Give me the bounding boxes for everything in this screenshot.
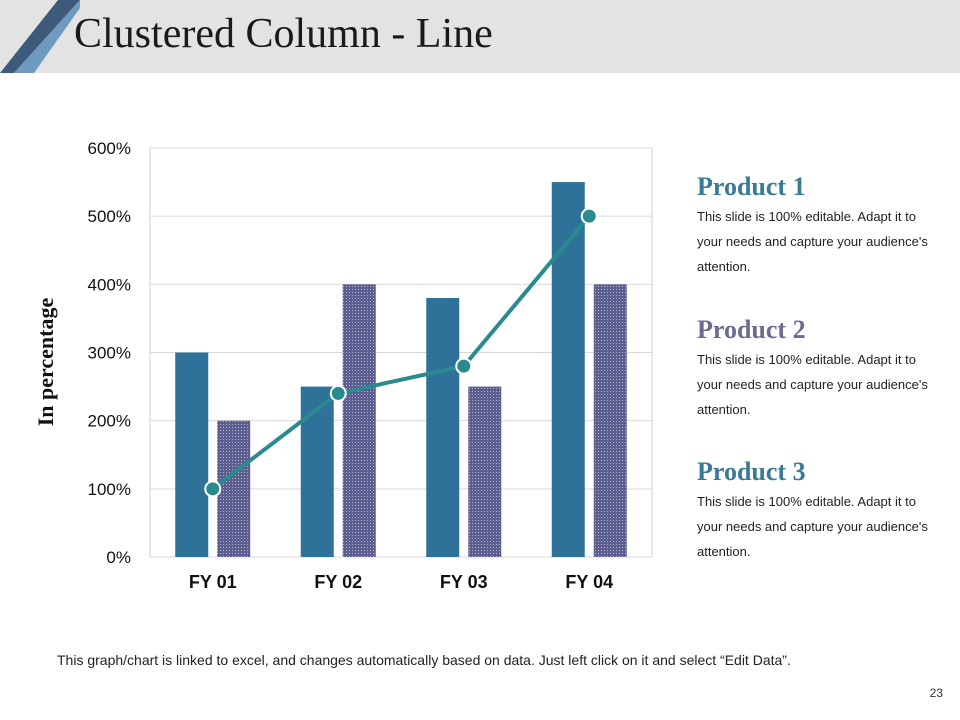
y-tick-label: 300% xyxy=(88,344,131,363)
y-tick-label: 500% xyxy=(88,207,131,226)
x-tick-label: FY 04 xyxy=(565,572,613,592)
product-1-block: Product 1 This slide is 100% editable. A… xyxy=(697,172,947,279)
product-2-heading: Product 2 xyxy=(697,315,806,344)
product-1-description: This slide is 100% editable. Adapt it to… xyxy=(697,209,928,274)
bar-series-2 xyxy=(593,284,627,557)
page-title: Clustered Column - Line xyxy=(74,11,493,57)
y-tick-label: 100% xyxy=(88,480,131,499)
title-accent-shape xyxy=(0,0,80,73)
product-3-description: This slide is 100% editable. Adapt it to… xyxy=(697,494,928,559)
y-axis-title: In percentage xyxy=(33,297,58,427)
bar-series-2 xyxy=(468,386,502,557)
bar-series-2 xyxy=(217,420,251,557)
product-3-heading: Product 3 xyxy=(697,457,806,486)
product-2-description: This slide is 100% editable. Adapt it to… xyxy=(697,352,928,417)
product-1-heading: Product 1 xyxy=(697,172,806,201)
bar-series-1 xyxy=(551,182,585,558)
line-point-series-3 xyxy=(329,384,347,402)
y-tick-label: 0% xyxy=(106,548,131,567)
x-tick-label: FY 03 xyxy=(440,572,488,592)
title-band xyxy=(0,0,960,73)
y-tick-label: 400% xyxy=(88,275,131,294)
product-2-block: Product 2 This slide is 100% editable. A… xyxy=(697,315,947,422)
y-tick-label: 600% xyxy=(88,139,131,158)
bar-series-1 xyxy=(426,297,460,557)
accent-stripe-dark xyxy=(0,0,80,73)
line-point-series-3 xyxy=(580,207,598,225)
line-point-series-3 xyxy=(455,357,473,375)
x-tick-label: FY 01 xyxy=(189,572,237,592)
line-series-3 xyxy=(211,214,591,491)
bar-series-2 xyxy=(342,284,376,557)
product-3-block: Product 3 This slide is 100% editable. A… xyxy=(697,457,947,564)
accent-stripe-light xyxy=(14,0,80,73)
bar-series-1 xyxy=(175,352,209,557)
y-tick-label: 200% xyxy=(88,412,131,431)
page-number: 23 xyxy=(929,686,943,700)
x-tick-label: FY 02 xyxy=(314,572,362,592)
bar-series-1 xyxy=(300,386,334,557)
footnote: This graph/chart is linked to excel, and… xyxy=(57,652,791,668)
line-point-series-3 xyxy=(204,480,222,498)
